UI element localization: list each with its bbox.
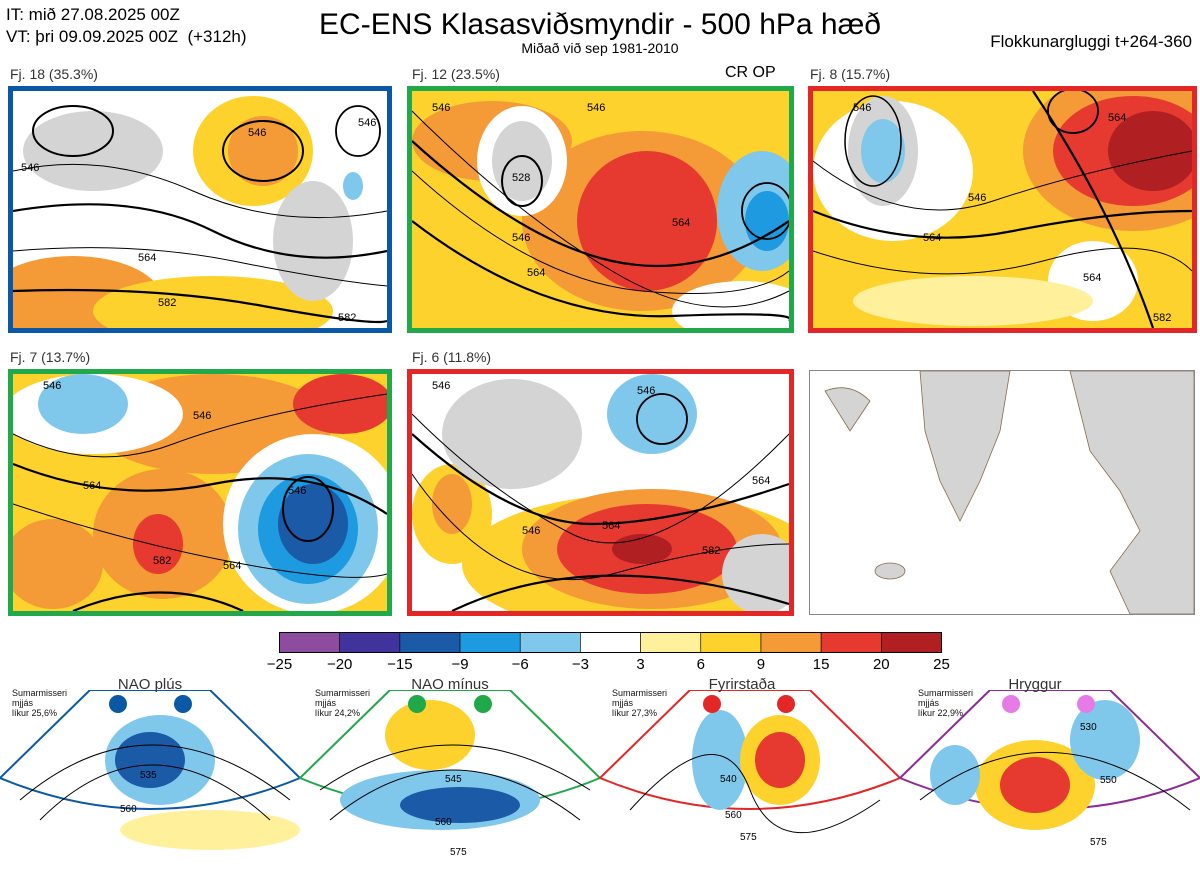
colorbar-tick-label: −3 [571, 656, 589, 673]
colorbar-tick-label: 25 [933, 656, 950, 673]
contour-label: 564 [752, 475, 770, 487]
colorbar-tick-label: 6 [696, 656, 705, 673]
regime-contour-label: 560 [725, 810, 742, 821]
colorbar-bin [580, 632, 641, 653]
contour-label: 546 [193, 410, 211, 422]
chart-subtitle: Miðað við sep 1981-2010 [521, 40, 679, 56]
colorbar-tick-label: −6 [511, 656, 529, 673]
regime-contour-label: 575 [740, 832, 757, 843]
colorbar-tick-label: 3 [636, 656, 645, 673]
contour-label: 564 [1083, 272, 1101, 284]
colorbar-bin [399, 632, 461, 653]
contour-label: 564 [527, 267, 545, 279]
regime-contour-label: 550 [1100, 775, 1117, 786]
regime-name-blocking: Fyrirstaða [708, 676, 776, 693]
colorbar-bin [881, 632, 942, 653]
contour-label: 564 [1108, 112, 1126, 124]
colorbar-bin [700, 632, 762, 653]
contour-label: 546 [512, 232, 530, 244]
contour-label: 546 [587, 102, 605, 114]
panel-1-label: Fj. 18 (35.3%) [10, 66, 98, 82]
contour-label: 564 [83, 480, 101, 492]
contour-label: 564 [672, 217, 690, 229]
regime-maps: 535 560 545 560 575 540 560 575 530 550 … [0, 690, 1200, 858]
empty-map-panel [809, 370, 1195, 615]
regime-map-nao-minus: 545 560 575 [298, 690, 602, 858]
regime-contour-label: 575 [450, 847, 467, 858]
contour-label: 582 [1153, 312, 1171, 324]
regime-contour-label: 560 [435, 817, 452, 828]
colorbar-bin [820, 632, 882, 653]
chart-title: EC-ENS Klasasviðsmyndir - 500 hPa hæð [319, 8, 881, 41]
contour-label: 546 [21, 162, 39, 174]
contour-label: 528 [512, 172, 530, 184]
contour-label: 564 [138, 252, 156, 264]
contour-label: 582 [158, 297, 176, 309]
regime-contour-label: 545 [445, 774, 462, 785]
contour-label: 564 [602, 520, 620, 532]
colorbar-bin [640, 632, 702, 653]
cluster-panel-5: 546 546 564 546 564 582 [407, 369, 794, 616]
init-time: IT: mið 27.08.2025 00Z [6, 5, 180, 24]
regime-info-nao-minus: Sumarmisseri mjjás líkur 24,2% [315, 688, 371, 718]
colorbar-bin [760, 632, 822, 653]
regime-contour-label: 575 [1090, 837, 1107, 848]
contour-label: 546 [248, 127, 266, 139]
colorbar-tick-label: 15 [812, 656, 830, 673]
colorbar-bin [279, 632, 340, 653]
contour-label: 582 [153, 555, 171, 567]
panel-4-label: Fj. 7 (13.7%) [10, 349, 91, 365]
regime-contour-label: 560 [120, 804, 137, 815]
contour-label: 582 [338, 312, 356, 324]
colorbar-tick-label: −15 [387, 656, 413, 673]
contour-label: 546 [968, 192, 986, 204]
contour-label: 546 [288, 485, 306, 497]
panel-2-extra-label: CR OP [725, 64, 776, 81]
contour-label: 546 [522, 525, 540, 537]
panel-5-label: Fj. 6 (11.8%) [412, 349, 492, 365]
contour-label: 546 [637, 385, 655, 397]
regime-contour-label: 535 [140, 770, 157, 781]
contour-label: 546 [432, 380, 450, 392]
cluster-panel-2: 546 528 546 564 564 546 [407, 86, 794, 333]
colorbar-tick-label: −20 [326, 656, 353, 673]
contour-label: 582 [702, 545, 720, 557]
colorbar-tick-label: −25 [266, 656, 293, 673]
panel-3-label: Fj. 8 (15.7%) [810, 66, 891, 82]
colorbar-bin [339, 632, 401, 653]
panel-2-label: Fj. 12 (23.5%) [412, 66, 500, 82]
regime-map-ridge: 530 550 575 [898, 690, 1200, 848]
regime-name-nao-plus: NAO plús [117, 676, 183, 693]
contour-label: 546 [853, 102, 871, 114]
classification-window: Flokkunargluggi t+264-360 [990, 32, 1192, 51]
colorbar [279, 632, 942, 653]
regime-map-nao-plus: 535 560 [0, 690, 302, 850]
colorbar-bin [519, 632, 581, 653]
cluster-panel-4: 546 564 546 582 564 546 [8, 369, 392, 616]
regime-info-ridge: Sumarmisseri mjjás líkur 22,9% [918, 688, 974, 718]
contour-label: 546 [432, 102, 450, 114]
regime-info-blocking: Sumarmisseri mjjás líkur 27,3% [612, 688, 668, 718]
regime-name-ridge: Hryggur [1008, 676, 1062, 693]
header-times: IT: mið 27.08.2025 00Z VT: þri 09.09.202… [6, 4, 247, 48]
regime-name-nao-minus: NAO mínus [411, 676, 489, 693]
contour-label: 564 [223, 560, 241, 572]
colorbar-tick-label: 9 [756, 656, 766, 673]
cluster-panel-3: 546 564 546 564 564 582 [808, 86, 1197, 333]
regime-contour-label: 530 [1080, 722, 1097, 733]
cluster-panel-1: 546 564 582 546 582 546 [8, 86, 392, 333]
contour-label: 546 [358, 117, 376, 129]
regime-dots [109, 695, 1095, 713]
colorbar-tick-label: 20 [872, 656, 890, 673]
valid-time: VT: þri 09.09.2025 00Z (+312h) [6, 27, 247, 46]
regime-info-nao-plus: Sumarmisseri mjjás líkur 25,6% [12, 688, 68, 718]
regime-contour-label: 540 [720, 774, 737, 785]
colorbar-bin [459, 632, 521, 653]
contour-label: 546 [43, 380, 61, 392]
colorbar-tick-label: −9 [451, 656, 469, 673]
contour-label: 564 [923, 232, 941, 244]
